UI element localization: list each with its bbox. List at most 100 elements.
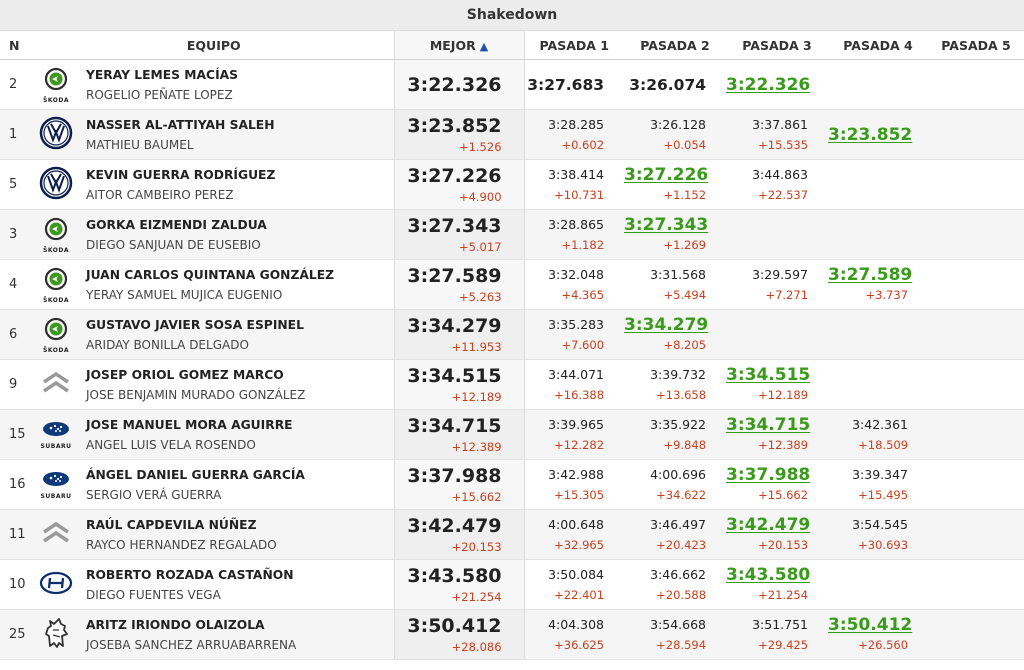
pasada-1-time: 3:35.283 <box>548 317 605 332</box>
pasada-2-diff: +13.658 <box>656 388 707 402</box>
best-time: 3:43.580 <box>407 564 502 587</box>
codriver-name[interactable]: AITOR CAMBEIRO PEREZ <box>86 187 234 202</box>
skoda-logo-icon: ŠKODA <box>34 259 78 310</box>
codriver-name[interactable]: YERAY SAMUEL MUJICA EUGENIO <box>86 287 283 302</box>
car-number: 10 <box>0 559 34 610</box>
table-row[interactable]: 10 ROBERTO ROZADA CASTAÑON DIEGO FUENTES… <box>0 559 1024 610</box>
best-time-diff: +11.953 <box>451 339 502 354</box>
table-row[interactable]: 6 ŠKODA GUSTAVO JAVIER SOSA ESPINEL ARID… <box>0 309 1024 360</box>
brand-label: ŠKODA <box>43 246 69 254</box>
table-row[interactable]: 1 NASSER AL-ATTIYAH SALEH MATHIEU BAUMEL… <box>0 109 1024 160</box>
table-row[interactable]: 15 SUBARU JOSE MANUEL MORA AGUIRRE ANGEL… <box>0 409 1024 460</box>
pasada-2-time: 3:34.279 <box>624 315 709 335</box>
pasada-3-cell: 3:37.988 +15.662 <box>726 459 829 510</box>
pasada-1-cell: 3:32.048 +4.365 <box>524 259 625 310</box>
pasada-3-diff: +12.389 <box>758 438 809 452</box>
best-time-diff: +21.254 <box>451 589 502 604</box>
codriver-name[interactable]: DIEGO FUENTES VEGA <box>86 587 221 602</box>
pasada-4-diff: +30.693 <box>858 538 909 552</box>
table-row[interactable]: 9 JOSEP ORIOL GOMEZ MARCO JOSE BENJAMIN … <box>0 359 1024 410</box>
table-row[interactable]: 5 KEVIN GUERRA RODRÍGUEZ AITOR CAMBEIRO … <box>0 159 1024 210</box>
col-header-equipo[interactable]: EQUIPO <box>34 31 395 60</box>
col-header-pasada-1[interactable]: PASADA 1 <box>524 31 625 60</box>
table-row[interactable]: 25 ARITZ IRIONDO OLAIZOLA JOSEBA SANCHEZ… <box>0 609 1024 660</box>
driver-name[interactable]: NASSER AL-ATTIYAH SALEH <box>86 117 275 132</box>
codriver-name[interactable]: MATHIEU BAUMEL <box>86 137 194 152</box>
pasada-2-diff: +20.588 <box>656 588 707 602</box>
table-row[interactable]: 3 ŠKODA GORKA EIZMENDI ZALDUA DIEGO SANJ… <box>0 209 1024 260</box>
pasada-1-diff: +7.600 <box>561 338 605 352</box>
col-header-pasada-5[interactable]: PASADA 5 <box>928 31 1024 60</box>
pasada-2-time: 3:27.343 <box>624 215 709 235</box>
pasada-2-cell: 3:26.128 +0.054 <box>624 109 727 160</box>
codriver-name[interactable]: JOSEBA SANCHEZ ARRUABARRENA <box>86 637 297 652</box>
pasada-2-time: 3:54.668 <box>650 617 707 632</box>
pasada-5-cell <box>928 109 1024 160</box>
driver-name[interactable]: GORKA EIZMENDI ZALDUA <box>86 217 267 232</box>
col-header-pasada-2[interactable]: PASADA 2 <box>624 31 727 60</box>
pasada-1-cell: 4:04.308 +36.625 <box>524 609 625 660</box>
codriver-name[interactable]: SERGIO VERÁ GUERRA <box>86 487 222 502</box>
pasada-3-time: 3:29.597 <box>752 267 809 282</box>
pasada-3-time: 3:42.479 <box>726 515 811 535</box>
pasada-2-cell: 3:35.922 +9.848 <box>624 409 727 460</box>
header-row: N EQUIPO MEJOR ▲ PASADA 1 PASADA 2 PASADA… <box>0 31 1024 60</box>
best-time-cell: 3:27.589 +5.263 <box>393 259 525 310</box>
crew-cell: KEVIN GUERRA RODRÍGUEZ AITOR CAMBEIRO PE… <box>78 159 395 210</box>
pasada-1-diff: +16.388 <box>554 388 605 402</box>
codriver-name[interactable]: ARIDAY BONILLA DELGADO <box>86 337 249 352</box>
pasada-3-cell: 3:22.326 <box>726 59 829 110</box>
pasada-1-time: 3:27.683 <box>527 75 605 94</box>
driver-name[interactable]: ÁNGEL DANIEL GUERRA GARCÍA <box>86 467 305 482</box>
pasada-3-diff: +15.535 <box>758 138 809 152</box>
pasada-2-time: 3:46.662 <box>650 567 707 582</box>
pasada-3-time: 3:51.751 <box>752 617 809 632</box>
pasada-1-cell: 4:00.648 +32.965 <box>524 509 625 560</box>
col-header-pasada-4[interactable]: PASADA 4 <box>828 31 929 60</box>
pasada-5-cell <box>928 59 1024 110</box>
codriver-name[interactable]: JOSE BENJAMIN MURADO GONZÁLEZ <box>86 387 306 402</box>
pasada-5-cell <box>928 509 1024 560</box>
pasada-4-time: 3:42.361 <box>852 417 909 432</box>
col-header-mejor[interactable]: MEJOR ▲ <box>393 31 525 60</box>
pasada-1-cell: 3:28.865 +1.182 <box>524 209 625 260</box>
driver-name[interactable]: JOSEP ORIOL GOMEZ MARCO <box>86 367 284 382</box>
table-row[interactable]: 16 SUBARU ÁNGEL DANIEL GUERRA GARCÍA SER… <box>0 459 1024 510</box>
pasada-3-cell: 3:42.479 +20.153 <box>726 509 829 560</box>
codriver-name[interactable]: DIEGO SANJUAN DE EUSEBIO <box>86 237 261 252</box>
citroen-logo-icon <box>34 359 78 410</box>
driver-name[interactable]: YERAY LEMES MACÍAS <box>86 67 239 82</box>
pasada-5-cell <box>928 159 1024 210</box>
pasada-4-diff: +15.495 <box>858 488 909 502</box>
codriver-name[interactable]: ANGEL LUIS VELA ROSENDO <box>86 437 256 452</box>
vw-logo-icon <box>34 109 78 160</box>
driver-name[interactable]: KEVIN GUERRA RODRÍGUEZ <box>86 167 276 182</box>
pasada-3-time: 3:43.580 <box>726 565 811 585</box>
driver-name[interactable]: ARITZ IRIONDO OLAIZOLA <box>86 617 265 632</box>
pasada-5-cell <box>928 259 1024 310</box>
table-row[interactable]: 2 ŠKODA YERAY LEMES MACÍAS ROGELIO PEÑAT… <box>0 59 1024 110</box>
table-row[interactable]: 11 RAÚL CAPDEVILA NÚÑEZ RAYCO HERNANDEZ … <box>0 509 1024 560</box>
driver-name[interactable]: JUAN CARLOS QUINTANA GONZÁLEZ <box>86 267 335 282</box>
col-header-n[interactable]: N <box>0 31 34 60</box>
table-row[interactable]: 4 ŠKODA JUAN CARLOS QUINTANA GONZÁLEZ YE… <box>0 259 1024 310</box>
brand-label: ŠKODA <box>43 96 69 104</box>
driver-name[interactable]: GUSTAVO JAVIER SOSA ESPINEL <box>86 317 304 332</box>
driver-name[interactable]: JOSE MANUEL MORA AGUIRRE <box>86 417 293 432</box>
pasada-5-cell <box>928 459 1024 510</box>
codriver-name[interactable]: ROGELIO PEÑATE LOPEZ <box>86 87 233 102</box>
codriver-name[interactable]: RAYCO HERNANDEZ REGALADO <box>86 537 277 552</box>
pasada-3-cell: 3:34.715 +12.389 <box>726 409 829 460</box>
best-time-cell: 3:42.479 +20.153 <box>393 509 525 560</box>
col-header-pasada-3[interactable]: PASADA 3 <box>726 31 829 60</box>
pasada-4-cell: 3:27.589 +3.737 <box>828 259 929 310</box>
crew-cell: JOSE MANUEL MORA AGUIRRE ANGEL LUIS VELA… <box>78 409 395 460</box>
pasada-3-diff: +22.537 <box>758 188 809 202</box>
best-time-cell: 3:37.988 +15.662 <box>393 459 525 510</box>
pasada-2-cell: 4:00.696 +34.622 <box>624 459 727 510</box>
driver-name[interactable]: ROBERTO ROZADA CASTAÑON <box>86 567 294 582</box>
driver-name[interactable]: RAÚL CAPDEVILA NÚÑEZ <box>86 517 257 532</box>
brand-label: ŠKODA <box>43 296 69 304</box>
pasada-2-time: 3:27.226 <box>624 165 709 185</box>
pasada-3-diff: +29.425 <box>758 638 809 652</box>
